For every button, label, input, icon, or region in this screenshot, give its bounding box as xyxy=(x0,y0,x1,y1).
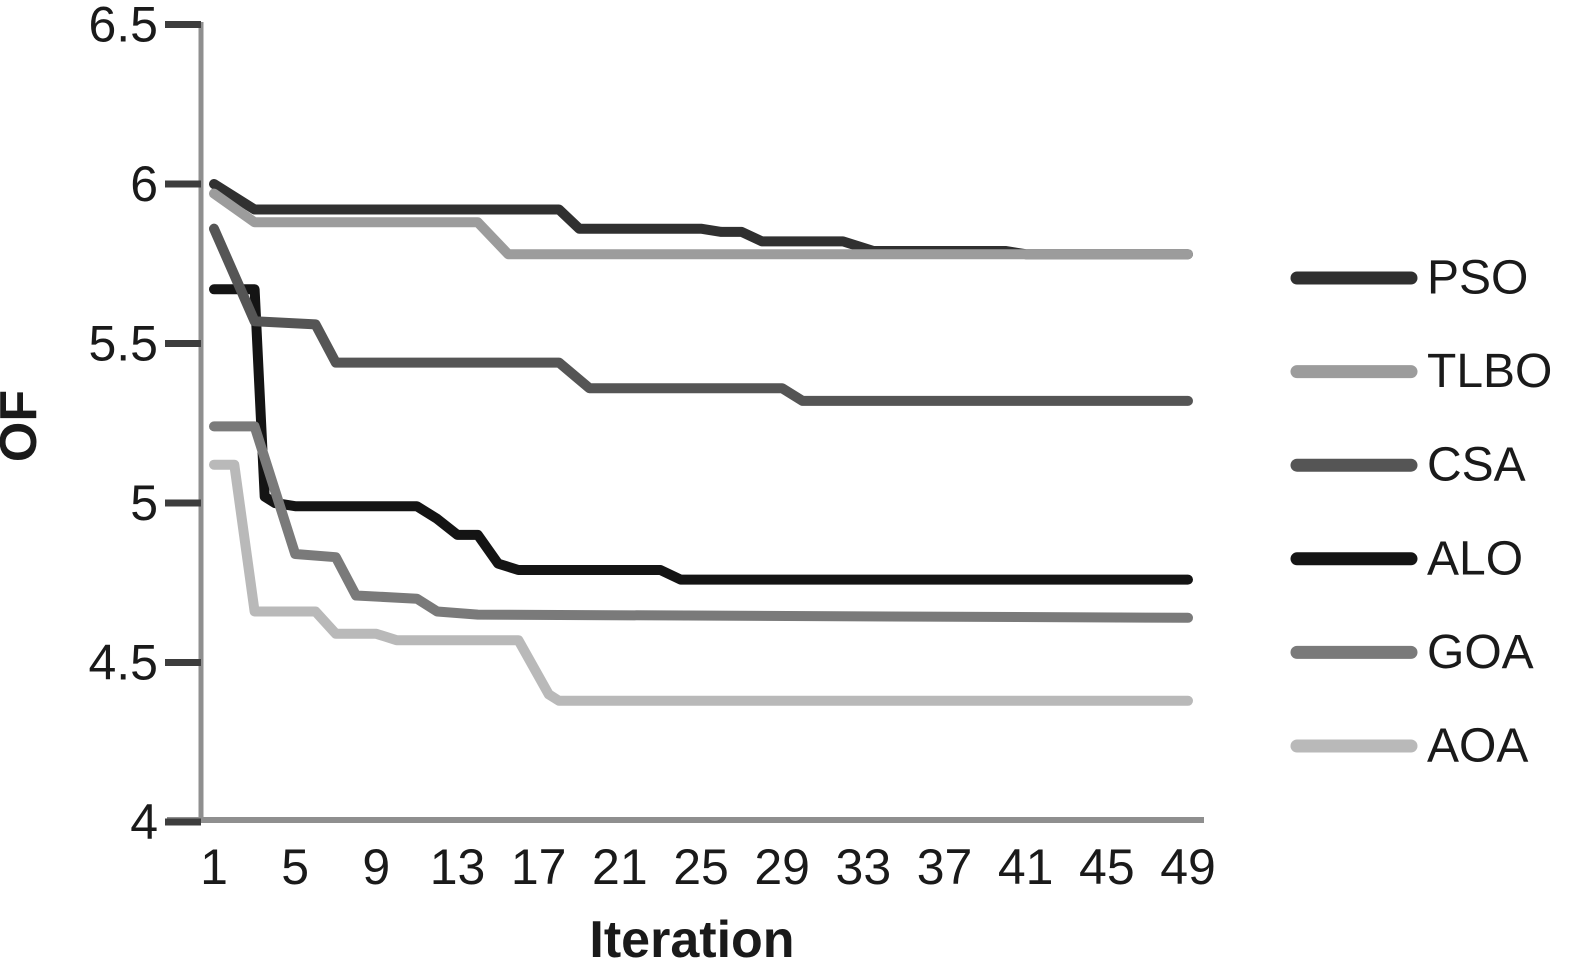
x-tick-label: 25 xyxy=(673,839,729,895)
x-tick-label: 29 xyxy=(754,839,810,895)
legend-label-aoa: AOA xyxy=(1427,720,1528,773)
y-tick-label: 5 xyxy=(130,475,158,531)
series-line-aoa xyxy=(209,459,1193,706)
y-tick-label: 6.5 xyxy=(88,0,158,53)
series-line-tlbo xyxy=(209,188,1193,260)
x-tick-label: 49 xyxy=(1160,839,1216,895)
legend-label-alo: ALO xyxy=(1427,532,1523,585)
legend-label-pso: PSO xyxy=(1427,252,1528,305)
x-tick-label: 45 xyxy=(1079,839,1135,895)
y-tick-label: 4.5 xyxy=(88,635,158,691)
x-tick-label: 37 xyxy=(917,839,973,895)
series-line-csa xyxy=(209,223,1193,406)
x-axis-title: Iteration xyxy=(589,911,794,969)
x-tick-label: 1 xyxy=(200,839,228,895)
series-line-alo xyxy=(209,284,1193,585)
x-tick-label: 13 xyxy=(430,839,486,895)
y-axis-title: OF xyxy=(0,390,48,462)
y-tick-label: 4 xyxy=(130,794,158,850)
x-tick-label: 17 xyxy=(511,839,567,895)
x-tick-label: 5 xyxy=(281,839,309,895)
y-tick-label: 5.5 xyxy=(88,316,158,372)
x-tick-label: 21 xyxy=(592,839,648,895)
x-tick-label: 33 xyxy=(836,839,892,895)
x-tick-label: 9 xyxy=(362,839,390,895)
x-tick-label: 41 xyxy=(998,839,1054,895)
y-tick-label: 6 xyxy=(130,156,158,212)
legend-label-csa: CSA xyxy=(1427,439,1526,492)
legend-label-goa: GOA xyxy=(1427,626,1534,679)
legend-label-tlbo: TLBO xyxy=(1427,345,1552,398)
series-line-goa xyxy=(209,421,1193,623)
